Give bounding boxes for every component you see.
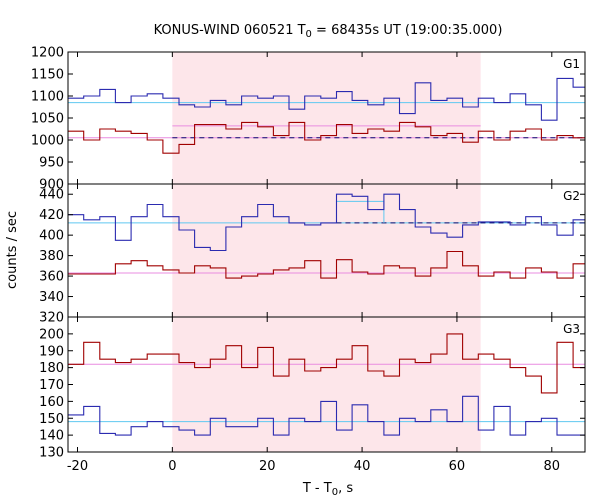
xlabel-rest: , s xyxy=(338,481,353,496)
x-tick-label: 60 xyxy=(449,459,466,474)
panel-label: G2 xyxy=(563,189,580,203)
y-axis-label: counts / sec xyxy=(5,211,20,289)
y-tick-label: 150 xyxy=(39,412,64,427)
panel-g3: 130 140 150 160 170 180 190 200 G3 xyxy=(39,316,586,461)
x-tick-label: 40 xyxy=(354,459,371,474)
title-subscript: 0 xyxy=(306,29,312,40)
x-tick-label: 80 xyxy=(544,459,561,474)
xlabel-subscript: 0 xyxy=(332,487,338,498)
y-tick-label: 1150 xyxy=(31,68,64,83)
y-tick-label: 1000 xyxy=(31,134,64,149)
y-tick-label: 1050 xyxy=(31,112,64,127)
interval-shade xyxy=(172,52,481,184)
panel-label: G3 xyxy=(563,322,580,336)
y-tick-label: 140 xyxy=(39,429,64,444)
y-tick-label: 420 xyxy=(39,208,64,223)
plot-panels: 900 950 1000 1050 1100 1150 1200 G1 320 340 360 380… xyxy=(31,46,586,474)
y-tick-label: 170 xyxy=(39,378,64,393)
y-tick-label: 360 xyxy=(39,270,64,285)
red-histogram-series xyxy=(68,250,585,279)
panel-g2: 320 340 360 380 400 420 440 G2 xyxy=(39,183,586,326)
y-tick-label: 380 xyxy=(39,249,64,264)
red-histogram-series xyxy=(68,121,585,154)
y-tick-label: 130 xyxy=(39,446,64,461)
panel-lines xyxy=(68,193,585,279)
panel-g1: 900 950 1000 1050 1100 1150 1200 G1 xyxy=(31,46,586,193)
y-tick-label: 340 xyxy=(39,290,64,305)
panel-lines xyxy=(68,77,585,154)
x-tick-label: 20 xyxy=(259,459,276,474)
y-tick-label: 190 xyxy=(39,344,64,359)
y-tick-label: 900 xyxy=(39,178,64,193)
xlabel-main: T - T xyxy=(302,481,332,496)
y-tick-label: 320 xyxy=(39,311,64,326)
blue-histogram-series xyxy=(68,193,585,252)
y-tick-label: 400 xyxy=(39,229,64,244)
title-rest: = 68435s UT (19:00:35.000) xyxy=(312,23,502,38)
chart-title: KONUS-WIND 060521 T0 = 68435s UT (19:00:… xyxy=(154,23,503,40)
y-tick-label: 160 xyxy=(39,395,64,410)
y-tick-label: 1200 xyxy=(31,46,64,61)
y-tick-label: 950 xyxy=(39,156,64,171)
x-tick-label: 0 xyxy=(168,459,176,474)
red-histogram-series xyxy=(68,333,585,394)
x-tick-label: -20 xyxy=(67,459,88,474)
blue-histogram-series xyxy=(68,395,585,436)
y-tick-label: 440 xyxy=(39,188,64,203)
title-main: KONUS-WIND 060521 T xyxy=(154,23,306,38)
y-tick-label: 180 xyxy=(39,361,64,376)
panel-label: G1 xyxy=(563,57,580,71)
blue-histogram-series xyxy=(68,77,585,121)
interval-shade xyxy=(172,317,481,452)
y-tick-label: 200 xyxy=(39,327,64,342)
panel-lines xyxy=(68,333,585,436)
x-axis-label: T - T0, s xyxy=(302,481,353,498)
y-tick-label: 1100 xyxy=(31,90,64,105)
